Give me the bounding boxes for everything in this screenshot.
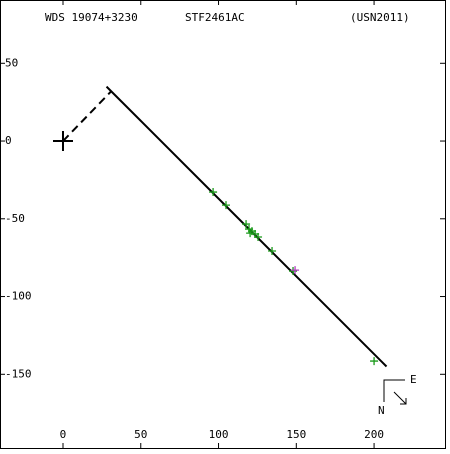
y-tick-label: 50 [5,56,18,69]
point [209,188,218,197]
reference: (USN2011) [350,11,410,24]
point [254,232,263,241]
point [242,220,251,229]
point [370,357,379,366]
x-tick-label: 200 [364,428,384,441]
primary-star [52,131,73,152]
point [291,266,300,275]
point [246,229,255,238]
chart-title: WDS 19074+3230 [45,11,138,24]
point [222,201,230,210]
x-tick-label: 100 [209,428,229,441]
y-tick-label: 0 [5,134,12,147]
y-tick-label: -50 [5,212,25,225]
x-tick-label: 0 [60,428,67,441]
y-tick-label: -150 [5,367,32,380]
compass-east: E [410,373,417,386]
connector [62,90,112,142]
x-tick-label: 50 [134,428,147,441]
point [289,267,298,276]
point [268,246,277,255]
compass: E N [378,373,417,417]
compass-north: N [378,404,385,417]
x-tick-label: 150 [286,428,306,441]
chart-subtitle: STF2461AC [185,11,245,24]
y-tick-label: -100 [5,290,32,303]
